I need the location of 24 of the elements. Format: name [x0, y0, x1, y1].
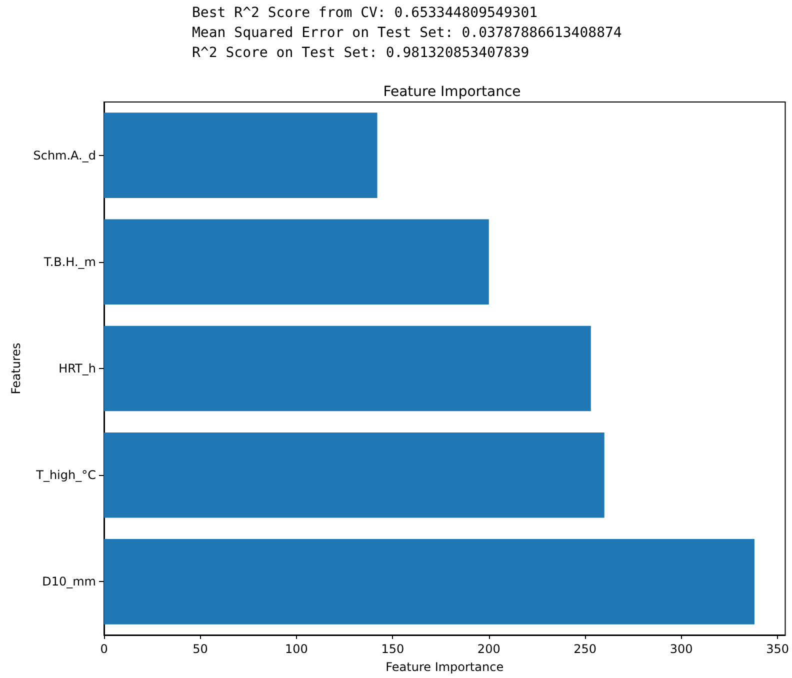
y-tick-label: D10_mm	[42, 574, 96, 589]
bar	[104, 432, 604, 518]
y-tick-label: T.B.H._m	[42, 254, 96, 269]
x-tick-label: 0	[100, 642, 108, 656]
text: Best R^2 Score from CV: 0.653344809549301	[192, 5, 538, 21]
y-axis-title: Features	[9, 342, 23, 394]
x-tick-label: 300	[670, 642, 693, 656]
text: Mean Squared Error on Test Set: 0.03787886613408874	[192, 25, 622, 41]
x-tick-label: 150	[381, 642, 404, 656]
chart-title: Feature Importance	[383, 84, 521, 100]
x-tick-label: 100	[284, 642, 308, 656]
y-tick-label: Schm.A._d	[33, 148, 96, 162]
text: R^2 Score on Test Set: 0.981320853407839	[192, 45, 530, 61]
bar	[104, 112, 378, 198]
x-axis-title: Feature Importance	[386, 660, 504, 674]
bar	[104, 539, 754, 624]
bar	[104, 219, 489, 305]
x-tick-label: 350	[766, 642, 789, 656]
x-tick-label: 200	[477, 642, 500, 656]
x-tick-label: 250	[574, 642, 597, 656]
bar	[104, 326, 591, 412]
y-tick-label: HRT_h	[58, 362, 96, 376]
y-tick-label: T_high_°C	[35, 468, 96, 482]
x-tick-label: 50	[192, 642, 208, 656]
